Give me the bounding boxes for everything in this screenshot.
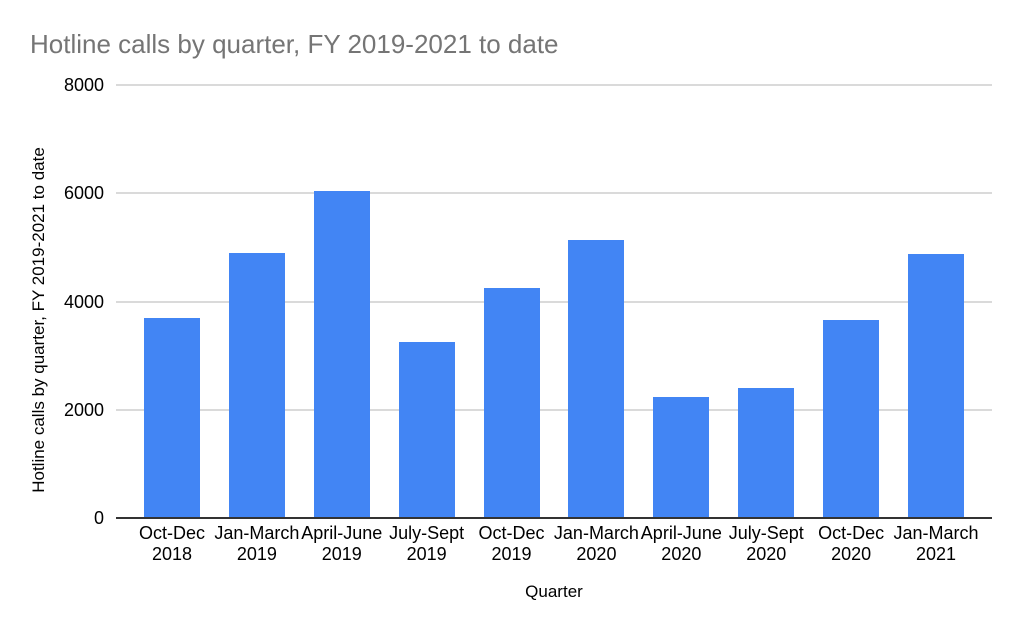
x-tick-label-line: 2021 — [915, 544, 957, 564]
gridline-2000 — [116, 408, 992, 411]
x-tick-label: Jan-March 2021 — [893, 523, 978, 565]
bar-oct-dec-2018[interactable] — [144, 317, 200, 518]
bar-july-sept-2020[interactable] — [738, 388, 795, 518]
x-tick-label-line: July-Sept — [728, 523, 804, 543]
x-tick-label-line: April-June — [301, 523, 383, 543]
x-tick-label-line: 2020 — [831, 544, 872, 564]
x-tick-label-line: July-Sept — [389, 523, 465, 543]
y-tick-label: 0 — [93, 508, 104, 528]
x-tick-label-line: 2019 — [236, 544, 277, 564]
x-tick-label: Oct-Dec 2018 — [139, 523, 205, 565]
x-tick-label-line: 2020 — [576, 544, 617, 564]
bar-jan-march-2021[interactable] — [908, 254, 964, 518]
x-tick-label: Oct-Dec 2019 — [479, 523, 545, 565]
bar-oct-dec-2019[interactable] — [483, 287, 540, 518]
x-tick-label-line: Jan-March — [893, 523, 979, 543]
y-tick-label: 8000 — [63, 75, 104, 95]
gridline-6000 — [116, 192, 992, 195]
plot-area — [116, 84, 992, 519]
y-tick-label: 6000 — [63, 183, 104, 204]
x-tick-label: April-June 2019 — [301, 523, 382, 565]
x-tick-label-line: April-June — [640, 523, 722, 543]
y-tick-label: 4000 — [63, 291, 104, 312]
x-tick-label: July-Sept 2019 — [389, 523, 464, 565]
x-tick-label-line: 2020 — [661, 544, 702, 564]
x-tick-label-line: Jan-March — [553, 523, 639, 543]
x-tick-label-line: 2019 — [491, 544, 532, 564]
x-tick-label-line: 2019 — [406, 544, 447, 564]
x-tick-label: April-June 2020 — [641, 523, 722, 565]
x-tick-label-line: Oct-Dec — [138, 523, 206, 543]
x-tick-label-line: 2019 — [321, 544, 362, 564]
bar-jan-march-2020[interactable] — [568, 239, 625, 518]
x-tick-label: Jan-March 2020 — [554, 523, 639, 565]
bar-april-june-2019[interactable] — [313, 190, 370, 518]
x-tick-label: Jan-March 2019 — [214, 523, 299, 565]
bar-july-sept-2019[interactable] — [398, 342, 455, 518]
x-tick-label-line: Oct-Dec — [818, 523, 885, 543]
x-tick-label: Oct-Dec 2020 — [818, 523, 884, 565]
bar-oct-dec-2020[interactable] — [823, 320, 880, 518]
bar-april-june-2020[interactable] — [653, 397, 710, 518]
x-tick-label-line: 2018 — [151, 544, 193, 564]
x-tick-label: July-Sept 2020 — [729, 523, 804, 565]
gridline-4000 — [116, 300, 992, 303]
y-tick-label: 2000 — [63, 399, 104, 420]
x-axis-title: Quarter — [525, 582, 583, 601]
bar-jan-march-2019[interactable] — [228, 253, 285, 518]
x-tick-label-line: Oct-Dec — [478, 523, 545, 543]
chart-title: Hotline calls by quarter, FY 2019-2021 t… — [30, 29, 559, 59]
gridline-8000 — [116, 84, 992, 86]
x-tick-label-line: 2020 — [746, 544, 787, 564]
x-axis-baseline — [116, 517, 992, 519]
x-tick-label-line: Jan-March — [214, 523, 300, 543]
